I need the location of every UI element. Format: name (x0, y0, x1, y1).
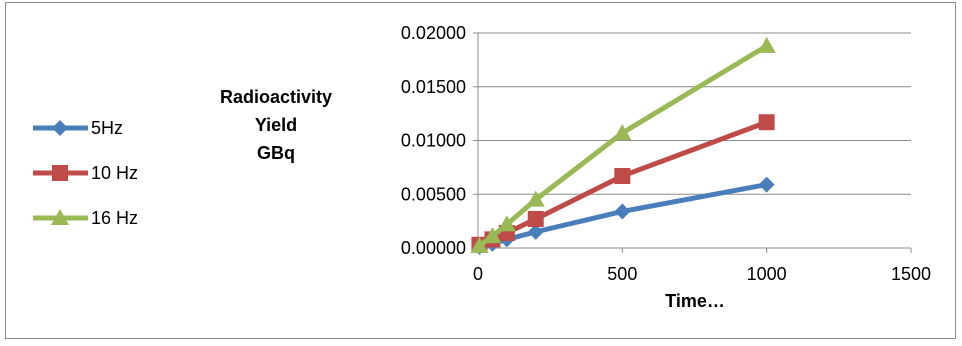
square-marker (758, 114, 775, 131)
y-tick-label: 0.01500 (401, 77, 466, 97)
triangle-marker (497, 215, 516, 232)
chart-border (5, 2, 956, 339)
tick-labels: 0.00000 0.00500 0.01000 0.01500 0.02000 0 500 1… (401, 23, 931, 284)
diamond-marker (614, 203, 631, 220)
legend: 5Hz 10 Hz 16 Hz (33, 118, 138, 228)
x-tick-label: 500 (607, 264, 637, 284)
triangle-marker (483, 227, 502, 244)
triangle-marker (51, 209, 69, 225)
triangle-marker (613, 123, 632, 140)
x-tick-label: 0 (473, 264, 483, 284)
y-tick-label: 0.01000 (401, 131, 466, 151)
x-axis-title: Time… (665, 291, 725, 311)
square-marker (52, 165, 68, 181)
y-tick-label: 0.02000 (401, 23, 466, 43)
diamond-marker (758, 176, 775, 193)
series-group (470, 36, 776, 255)
y-axis-title: Radioactivity (220, 87, 332, 107)
legend-entry: 5Hz (33, 118, 123, 138)
axis-titles: Radioactivity Yield GBq Time… (220, 87, 725, 311)
x-tick-label: 1000 (747, 264, 787, 284)
triangle-marker (470, 236, 489, 253)
square-marker (614, 167, 631, 184)
square-marker (527, 210, 544, 227)
y-axis-title: Yield (255, 115, 297, 135)
y-tick-label: 0.00000 (401, 238, 466, 258)
legend-label: 10 Hz (91, 163, 138, 183)
legend-entry: 10 Hz (33, 163, 138, 183)
legend-label: 5Hz (91, 118, 123, 138)
diamond-marker (527, 223, 544, 240)
triangle-marker (526, 190, 545, 207)
x-tick-label: 1500 (891, 264, 931, 284)
legend-label: 16 Hz (91, 208, 138, 228)
triangle-marker (757, 36, 776, 53)
legend-entry: 16 Hz (33, 208, 138, 228)
y-tick-label: 0.00500 (401, 184, 466, 204)
y-axis-title: GBq (257, 143, 295, 163)
diamond-marker (52, 120, 68, 136)
series-2 (470, 36, 776, 253)
